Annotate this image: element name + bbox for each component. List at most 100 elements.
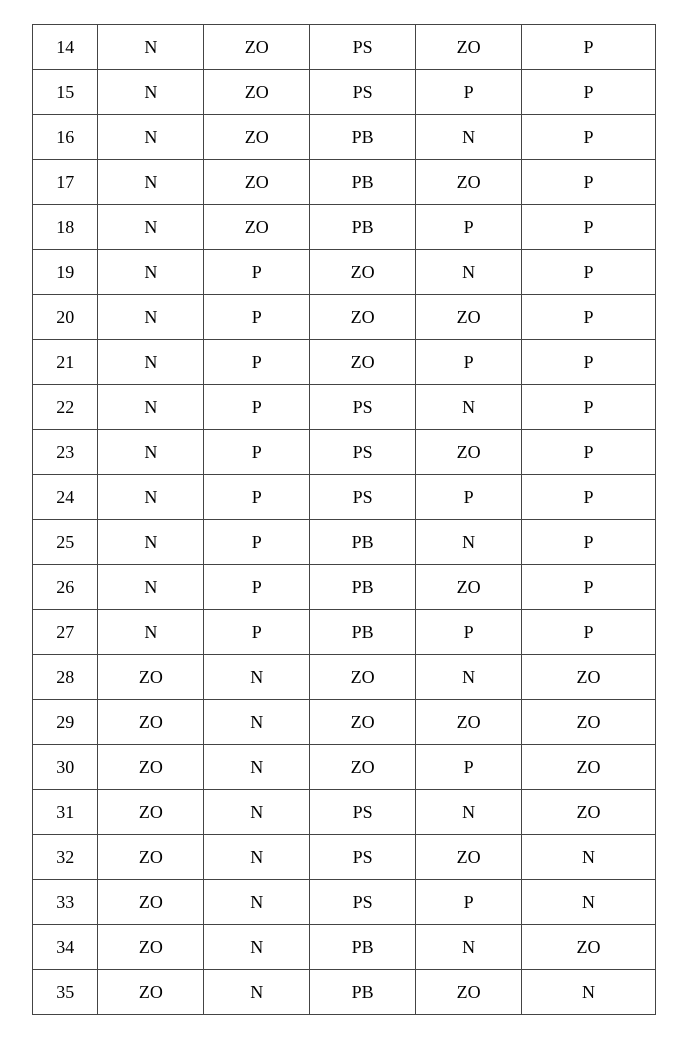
cell-index: 32 <box>33 835 98 880</box>
cell: P <box>522 385 656 430</box>
cell-index: 30 <box>33 745 98 790</box>
cell: ZO <box>310 700 416 745</box>
cell: N <box>98 115 204 160</box>
cell: P <box>416 70 522 115</box>
cell: P <box>416 880 522 925</box>
cell: N <box>98 565 204 610</box>
cell: P <box>204 565 310 610</box>
table-row: 29ZONZOZOZO <box>33 700 656 745</box>
cell: N <box>204 925 310 970</box>
cell: ZO <box>204 25 310 70</box>
cell: N <box>416 115 522 160</box>
cell: PS <box>310 430 416 475</box>
table-row: 35ZONPBZON <box>33 970 656 1015</box>
cell: N <box>98 295 204 340</box>
cell: ZO <box>98 790 204 835</box>
cell: N <box>98 385 204 430</box>
cell: N <box>98 250 204 295</box>
cell: P <box>204 475 310 520</box>
cell: N <box>416 250 522 295</box>
table-row: 25NPPBNP <box>33 520 656 565</box>
cell: N <box>522 835 656 880</box>
cell: ZO <box>416 835 522 880</box>
cell-index: 33 <box>33 880 98 925</box>
cell: PB <box>310 115 416 160</box>
cell: ZO <box>522 925 656 970</box>
cell-index: 18 <box>33 205 98 250</box>
cell: PB <box>310 160 416 205</box>
table-row: 34ZONPBNZO <box>33 925 656 970</box>
table-row: 31ZONPSNZO <box>33 790 656 835</box>
cell: ZO <box>98 880 204 925</box>
cell: N <box>98 475 204 520</box>
cell: ZO <box>310 655 416 700</box>
cell: ZO <box>416 295 522 340</box>
cell: P <box>416 475 522 520</box>
cell: P <box>522 475 656 520</box>
cell: P <box>522 565 656 610</box>
cell: N <box>98 430 204 475</box>
cell: ZO <box>416 25 522 70</box>
cell-index: 14 <box>33 25 98 70</box>
cell: ZO <box>204 160 310 205</box>
cell: ZO <box>522 745 656 790</box>
table-row: 19NPZONP <box>33 250 656 295</box>
cell: P <box>522 25 656 70</box>
cell-index: 23 <box>33 430 98 475</box>
table-body: 14NZOPSZOP 15NZOPSPP 16NZOPBNP 17NZOPBZO… <box>33 25 656 1015</box>
table-row: 28ZONZONZO <box>33 655 656 700</box>
cell-index: 17 <box>33 160 98 205</box>
cell: P <box>416 745 522 790</box>
cell: PS <box>310 25 416 70</box>
cell: ZO <box>310 250 416 295</box>
cell: N <box>98 160 204 205</box>
table-row: 30ZONZOPZO <box>33 745 656 790</box>
cell-index: 20 <box>33 295 98 340</box>
cell: N <box>204 790 310 835</box>
cell-index: 15 <box>33 70 98 115</box>
cell: P <box>522 430 656 475</box>
cell: ZO <box>98 925 204 970</box>
cell: PB <box>310 520 416 565</box>
cell: ZO <box>204 70 310 115</box>
cell: P <box>522 70 656 115</box>
cell-index: 35 <box>33 970 98 1015</box>
cell: P <box>204 250 310 295</box>
cell-index: 27 <box>33 610 98 655</box>
cell: N <box>204 970 310 1015</box>
cell-index: 24 <box>33 475 98 520</box>
cell: ZO <box>416 160 522 205</box>
table-row: 33ZONPSPN <box>33 880 656 925</box>
cell: P <box>416 205 522 250</box>
cell-index: 31 <box>33 790 98 835</box>
cell: P <box>204 295 310 340</box>
table-row: 17NZOPBZOP <box>33 160 656 205</box>
table-row: 27NPPBPP <box>33 610 656 655</box>
cell: ZO <box>522 655 656 700</box>
cell-index: 25 <box>33 520 98 565</box>
cell: N <box>98 340 204 385</box>
cell: N <box>98 205 204 250</box>
cell: PS <box>310 385 416 430</box>
cell: ZO <box>98 655 204 700</box>
cell: N <box>416 385 522 430</box>
table-row: 14NZOPSZOP <box>33 25 656 70</box>
cell: P <box>522 340 656 385</box>
cell: N <box>204 655 310 700</box>
cell: PS <box>310 790 416 835</box>
cell: P <box>522 115 656 160</box>
cell-index: 22 <box>33 385 98 430</box>
cell: N <box>98 610 204 655</box>
cell-index: 28 <box>33 655 98 700</box>
cell: P <box>522 160 656 205</box>
cell: N <box>204 745 310 790</box>
cell: ZO <box>416 700 522 745</box>
cell: N <box>416 655 522 700</box>
table-row: 18NZOPBPP <box>33 205 656 250</box>
cell: PS <box>310 880 416 925</box>
cell-index: 29 <box>33 700 98 745</box>
cell: N <box>416 790 522 835</box>
cell: P <box>522 520 656 565</box>
cell: N <box>98 25 204 70</box>
cell: N <box>416 925 522 970</box>
